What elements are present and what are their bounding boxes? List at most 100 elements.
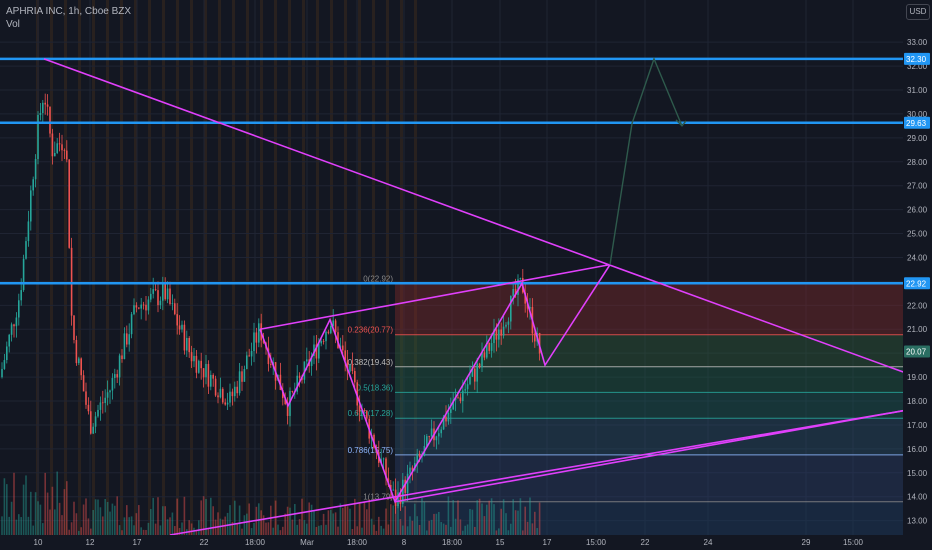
candle-body — [529, 306, 531, 309]
time-axis[interactable]: 10 12 17 22 18:00 Mar 18:00 8 18:00 15 17 15:00 22 24… — [0, 535, 932, 550]
price-tag-label: 20.07 — [906, 347, 927, 356]
candle-body — [176, 314, 178, 326]
price-axis[interactable]: 13.0014.0015.0016.0017.0018.0019.0020.00… — [903, 0, 932, 550]
volume-label[interactable]: Vol — [6, 19, 20, 30]
candle-body — [92, 426, 94, 434]
candle-body — [507, 321, 510, 325]
volume-bar — [291, 519, 294, 535]
volume-bar — [68, 529, 70, 535]
price-tag-label: 22.92 — [906, 279, 927, 288]
candle-body — [255, 332, 258, 343]
volume-bar — [534, 511, 536, 535]
volume-bar — [164, 506, 166, 535]
volume-bar — [51, 486, 54, 535]
session-band — [302, 0, 305, 535]
candle-body — [318, 343, 320, 359]
candle-body — [510, 295, 512, 322]
volume-bar — [447, 496, 450, 535]
volume-bar — [142, 529, 145, 535]
candle-body — [34, 159, 37, 180]
candle-body — [409, 467, 411, 474]
symbol-title[interactable]: APHRIA INC, 1h, Cboe BZX — [6, 6, 132, 17]
candle-body — [366, 410, 368, 419]
candle-body — [450, 409, 452, 413]
volume-bar — [94, 499, 97, 535]
candle-body — [418, 453, 421, 457]
candle-body — [63, 150, 66, 152]
candle-body — [214, 378, 217, 396]
volume-bar — [529, 497, 531, 535]
candle-body — [315, 344, 318, 359]
volume-bar — [481, 503, 483, 535]
session-band — [176, 0, 179, 535]
volume-bar — [370, 518, 373, 535]
volume-bar — [174, 526, 176, 535]
volume-bar — [80, 527, 82, 535]
candle-body — [70, 247, 73, 316]
candle-body — [322, 341, 325, 342]
candle-body — [183, 324, 186, 351]
volume-bar — [145, 529, 147, 535]
time-tick-label: 18:00 — [442, 538, 463, 547]
fib-level-label: 1(13.79) — [363, 493, 393, 502]
volume-bar — [234, 500, 236, 535]
volume-bar — [330, 509, 332, 535]
candle-body — [46, 104, 49, 107]
volume-bar — [135, 513, 138, 535]
volume-bar — [44, 472, 46, 535]
volume-bar — [205, 499, 207, 535]
time-tick-label: 18:00 — [245, 538, 266, 547]
volume-bar — [114, 505, 116, 535]
volume-bar — [279, 530, 282, 535]
time-tick-label: 15:00 — [586, 538, 607, 547]
volume-bar — [121, 530, 123, 535]
trendlines[interactable] — [43, 56, 905, 536]
candle-body — [466, 384, 469, 390]
volume-bar — [507, 530, 510, 535]
volume-bar — [390, 504, 392, 535]
candle-body — [30, 190, 32, 222]
volume-bar — [349, 508, 351, 535]
candle-body — [385, 458, 387, 479]
volume-bar — [217, 512, 219, 535]
volume-bar — [476, 500, 478, 535]
volume-bar — [150, 509, 152, 535]
volume-bar — [459, 519, 462, 535]
candle-body — [363, 409, 366, 411]
candle-body — [498, 329, 500, 340]
candle-body — [73, 315, 75, 341]
volume-bar — [478, 498, 481, 535]
session-band — [358, 0, 361, 535]
candle-body — [481, 352, 483, 368]
volume-bar — [198, 520, 200, 535]
volume-bar — [490, 498, 493, 535]
fib-zone — [395, 454, 903, 502]
volume-bar — [90, 528, 92, 535]
candle-body — [80, 358, 82, 376]
volume-bar — [380, 525, 382, 535]
volume-bar — [226, 512, 229, 535]
volume-bar — [61, 515, 63, 535]
currency-button[interactable]: USD — [906, 4, 930, 20]
volume-bar — [39, 504, 42, 535]
candle-body — [313, 344, 315, 356]
time-tick-label: 17 — [543, 538, 552, 547]
candle-body — [286, 404, 289, 416]
volume-bar — [375, 530, 378, 535]
volume-bar — [8, 516, 10, 535]
session-band — [344, 0, 347, 535]
volume-bar — [418, 524, 421, 535]
trendline-channel-bottom — [394, 409, 905, 503]
volume-bar — [169, 517, 171, 535]
candle-body — [258, 323, 260, 343]
horizontal-levels[interactable] — [0, 57, 903, 285]
candle-body — [195, 355, 198, 373]
volume-bar — [231, 522, 234, 535]
volume-bar — [15, 519, 18, 535]
fibonacci-retracement[interactable]: 0(22.92) 0.236(20.77) 0.382(19.43) 0.5(18.3… — [348, 274, 903, 535]
volume-bar — [253, 522, 255, 535]
volume-bar — [166, 519, 169, 535]
candle-body — [61, 144, 63, 151]
volume-bar — [140, 527, 142, 535]
